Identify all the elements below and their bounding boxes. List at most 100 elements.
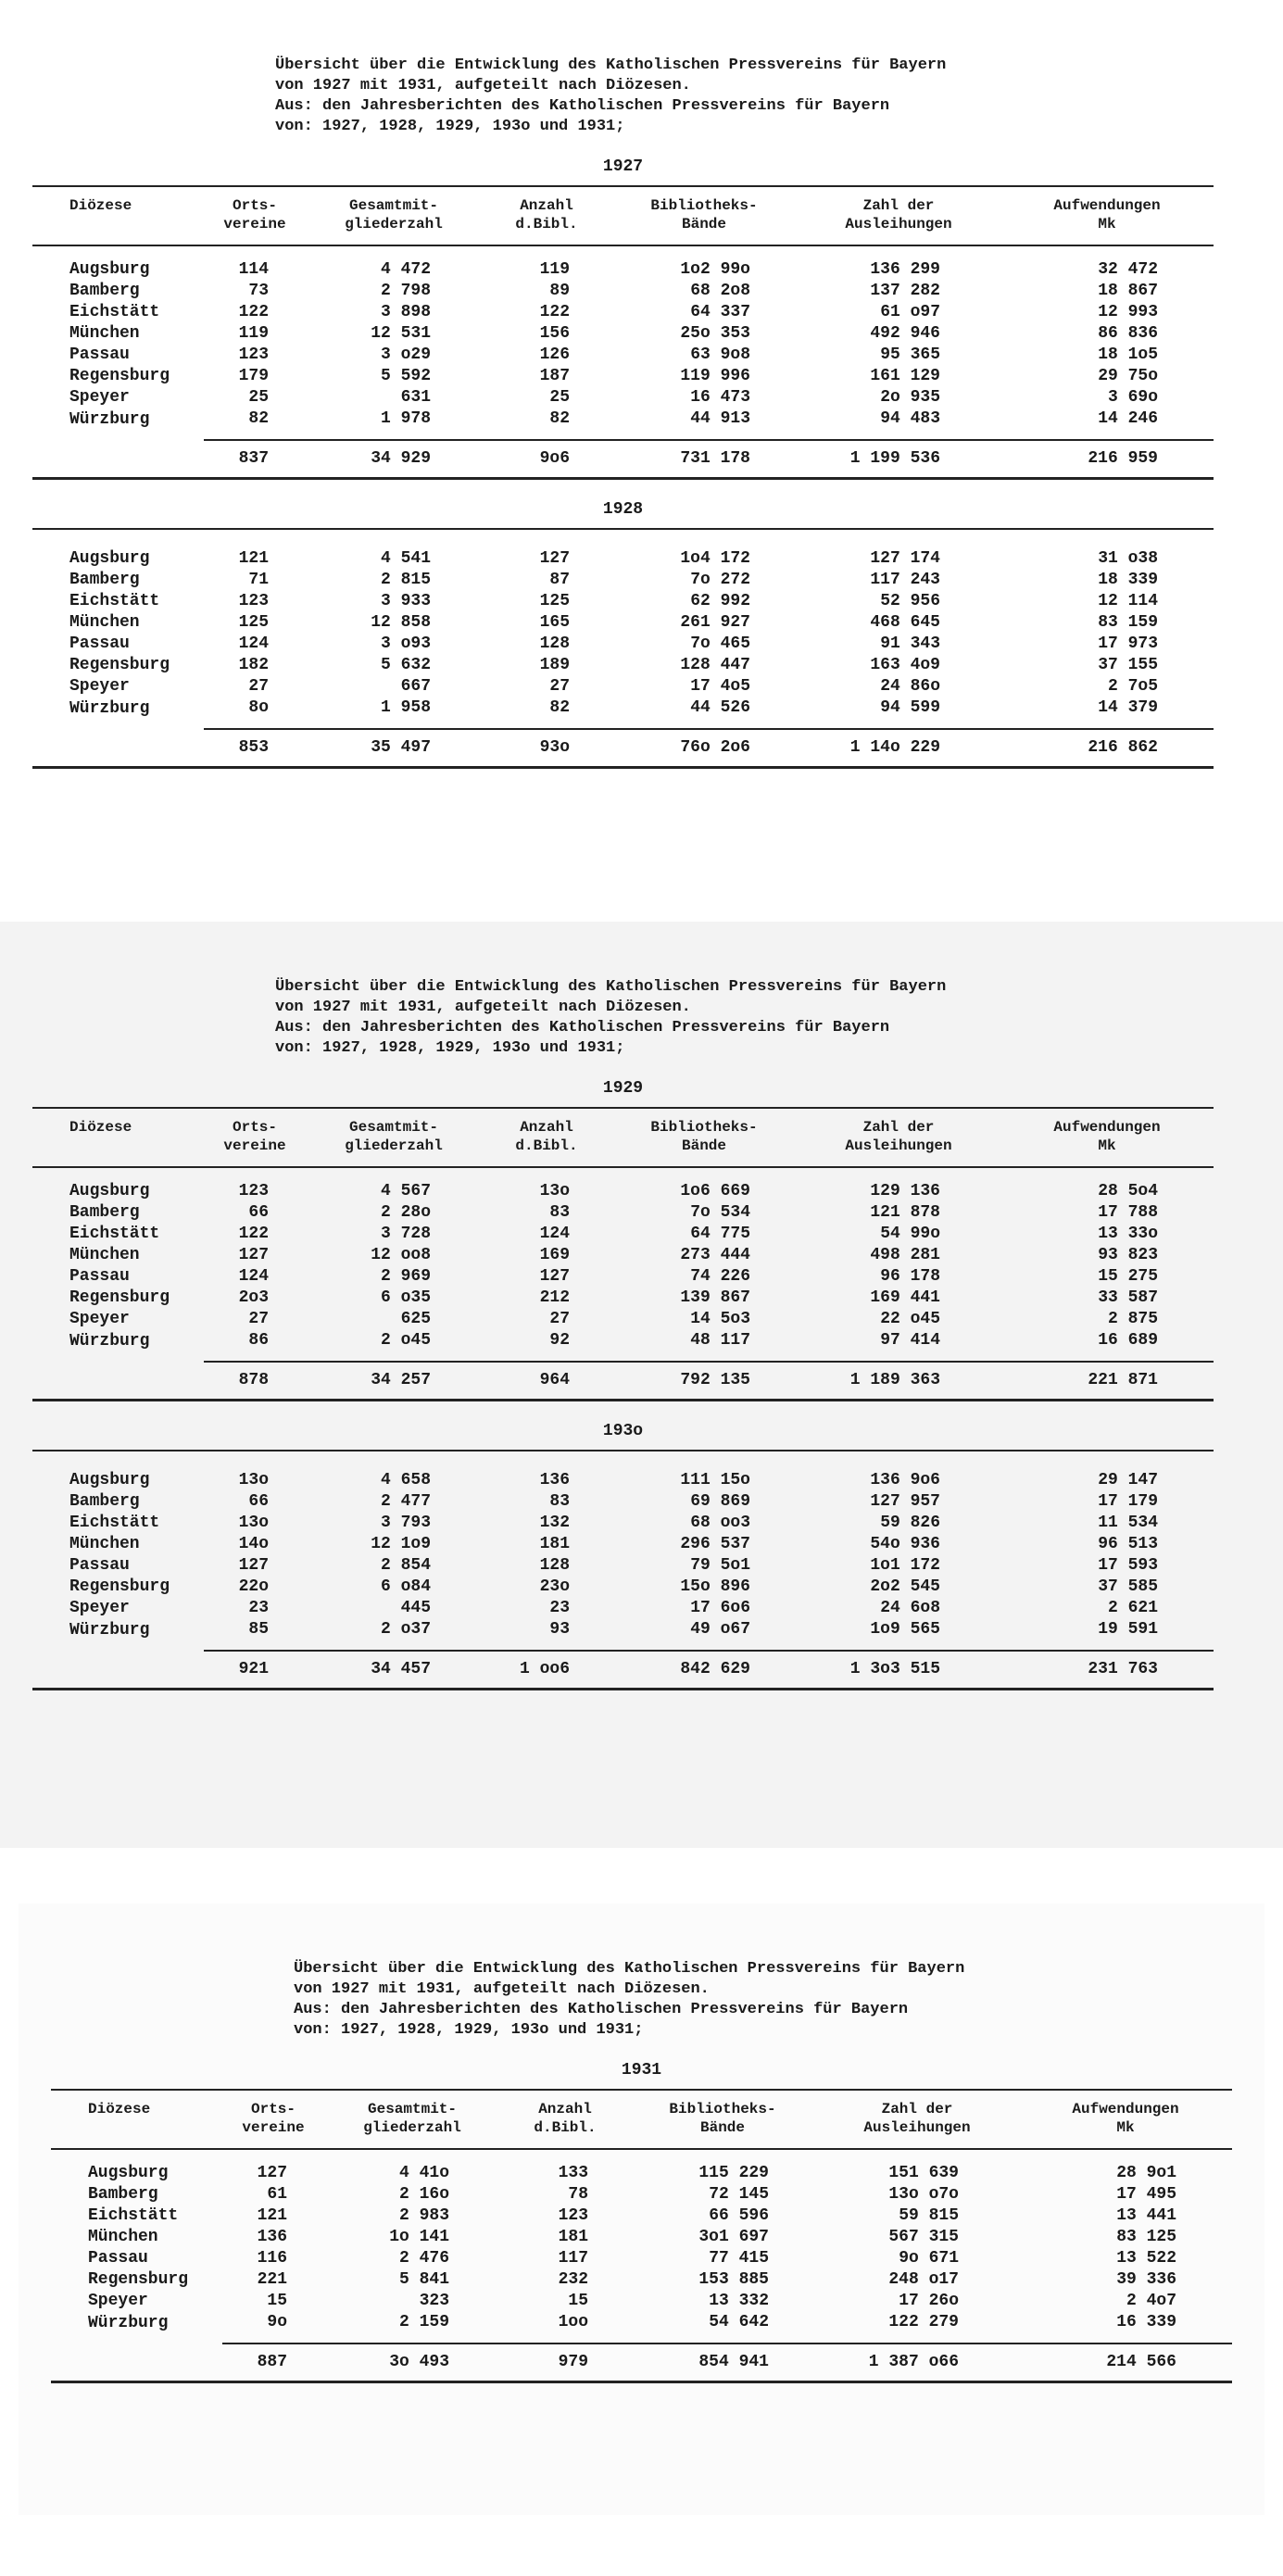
diocese-name: Eichstätt	[69, 1514, 160, 1532]
column-header-line: Bände	[699, 2119, 745, 2136]
cell-value: 44 913	[690, 409, 750, 428]
cell-value: 124	[238, 635, 269, 653]
data-row: Passau 124 3 o93 128 7o 465 91 343 17 973	[32, 634, 1214, 655]
heading-line: Aus: den Jahresberichten des Katholische…	[294, 2001, 909, 2018]
diocese-name: Passau	[88, 2249, 148, 2268]
cell-value: 127	[257, 2164, 287, 2182]
cell-value: 122	[238, 303, 269, 321]
data-row: Augsburg 127 4 41o 133 115 229 151 639 28 9o1	[51, 2149, 1232, 2184]
column-header-line: Aufwendungen	[1072, 2101, 1179, 2117]
column-header: Diözese	[32, 185, 204, 246]
cell-value: 94 483	[880, 409, 940, 428]
cell-value: 248 o17	[888, 2270, 959, 2289]
column-header: Gesamtmit-gliederzahl	[306, 1107, 482, 1168]
table-body: Diözese Orts-vereine Gesamtmit-gliederzahl…	[32, 185, 1214, 480]
cell-value: 12 oo8	[371, 1246, 431, 1264]
diocese-name: Speyer	[69, 677, 130, 696]
cell-value: 8o	[248, 698, 269, 717]
cell-value: 96 178	[880, 1267, 940, 1286]
cell-value: 119	[238, 324, 269, 343]
cell-value: 122	[238, 1225, 269, 1243]
cell-value: 54 99o	[880, 1225, 940, 1243]
year-label: 1931	[621, 2061, 662, 2080]
data-row: Speyer 15 323 15 13 332 17 26o 2 4o7	[51, 2291, 1232, 2312]
cell-value: 128	[539, 635, 570, 653]
spacer	[611, 528, 797, 535]
cell-value: 49 o67	[690, 1620, 750, 1639]
data-row: Eichstätt 122 3 728 124 64 775 54 99o 13 33o	[32, 1224, 1214, 1245]
column-header: Zahl der Ausleihungen	[797, 1107, 1000, 1168]
data-row: Regensburg 221 5 841 232 153 885 248 o17 39 33…	[51, 2269, 1232, 2291]
cell-value: 71	[248, 571, 269, 589]
cell-value: 2 476	[398, 2249, 449, 2268]
diocese-name: Eichstätt	[69, 303, 160, 321]
total-value: 1 oo6	[482, 1650, 611, 1690]
cell-value: 17 4o5	[690, 677, 750, 696]
column-header-line: Anzahl	[520, 1119, 573, 1136]
diocese-name: Regensburg	[69, 656, 170, 674]
cell-value: 187	[539, 367, 570, 385]
total-value: 216 862	[1000, 728, 1214, 769]
diocese-name: Passau	[69, 346, 130, 364]
column-header-line: Zahl der	[881, 2101, 953, 2117]
diocese-name: Eichstätt	[69, 1225, 160, 1243]
data-row: Speyer 23 445 23 17 6o6 24 6o8 2 621	[32, 1598, 1214, 1619]
diocese-name: München	[88, 2228, 158, 2246]
cell-value: 85	[248, 1620, 269, 1639]
spacer	[306, 528, 482, 535]
cell-value: 83	[549, 1203, 570, 1222]
cell-value: 24 6o8	[880, 1599, 940, 1617]
diocese-name: Passau	[69, 1267, 130, 1286]
spacer	[51, 2344, 222, 2383]
spacer	[32, 440, 204, 480]
cell-value: 48 117	[690, 1331, 750, 1350]
column-header-line: Bibliotheks-	[650, 1119, 758, 1136]
cell-value: 1o 141	[389, 2228, 449, 2246]
cell-value: 2 875	[1107, 1310, 1158, 1328]
cell-value: 3 898	[380, 303, 431, 321]
diocese-name: Passau	[69, 635, 130, 653]
cell-value: 1 978	[380, 409, 431, 428]
page-section: Übersicht über die Entwicklung des Katho…	[19, 1904, 1264, 2515]
cell-value: 125	[238, 613, 269, 632]
column-header: Diözese	[32, 1107, 204, 1168]
column-header: Bibliotheks- Bände	[630, 2089, 815, 2150]
cell-value: 31 o38	[1098, 549, 1158, 568]
cell-value: 12 114	[1098, 592, 1158, 610]
diocese-name: Würzburg	[69, 1331, 150, 1351]
data-row: Passau 127 2 854 128 79 5o1 1o1 172 17 593	[32, 1555, 1214, 1577]
diocese-name: Augsburg	[88, 2164, 169, 2182]
column-header-line: d.Bibl.	[515, 1137, 578, 1154]
data-table: Diözese Orts-vereine Gesamtmit-gliederzahl…	[32, 185, 1214, 480]
cell-value: 82	[549, 698, 570, 717]
cell-value: 1o6 669	[680, 1182, 750, 1200]
cell-value: 18 867	[1098, 282, 1158, 300]
total-value: 979	[500, 2343, 630, 2383]
cell-value: 3 69o	[1107, 388, 1158, 407]
cell-value: 92	[549, 1331, 570, 1350]
cell-value: 1o1 172	[870, 1556, 940, 1575]
total-value: 854 941	[630, 2343, 815, 2383]
data-row: München 136 1o 141 181 3o1 697 567 315 83 125	[51, 2227, 1232, 2248]
cell-value: 2 815	[380, 571, 431, 589]
cell-value: 5 841	[398, 2270, 449, 2289]
column-header: Aufwendungen Mk	[1019, 2089, 1232, 2150]
header-row: Diözese Orts-vereine Gesamtmit-gliederzahl…	[51, 2089, 1232, 2150]
total-value: 1 14o 229	[797, 728, 1000, 769]
data-row: Bamberg 66 2 28o 83 7o 534 121 878 17 788	[32, 1202, 1214, 1224]
heading-line: Aus: den Jahresberichten des Katholische…	[275, 97, 890, 115]
column-header-line: Anzahl	[538, 2101, 592, 2117]
heading: Übersicht über die Entwicklung des Katho…	[275, 56, 1283, 137]
diocese-name: Augsburg	[69, 1471, 150, 1489]
cell-value: 54 642	[709, 2313, 769, 2331]
column-header: Diözese	[51, 2089, 222, 2150]
cell-value: 18 339	[1098, 571, 1158, 589]
cell-value: 22 o45	[880, 1310, 940, 1328]
cell-value: 27	[248, 1310, 269, 1328]
diocese-name: Würzburg	[69, 1620, 150, 1640]
column-header-line: Bände	[681, 216, 726, 232]
total-row: 878 34 257 964 792 135 1 189 363 221 871	[32, 1361, 1214, 1401]
cell-value: 181	[558, 2228, 588, 2246]
cell-value: 24 86o	[880, 677, 940, 696]
cell-value: 179	[238, 367, 269, 385]
